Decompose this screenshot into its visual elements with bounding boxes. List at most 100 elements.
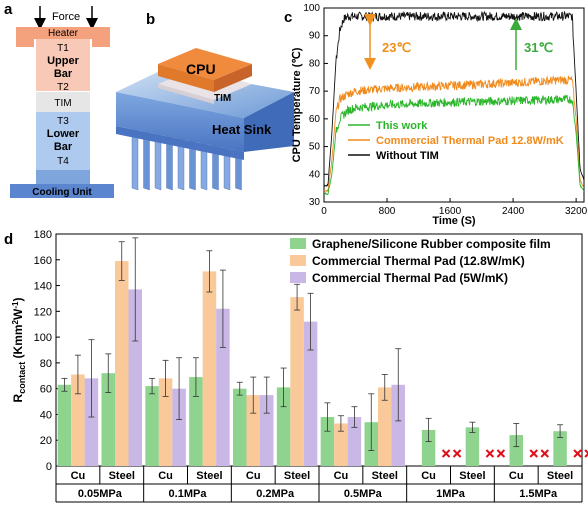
legend-swatch-d — [290, 272, 306, 283]
upper-bar-label-1: Upper — [47, 55, 80, 67]
bars-d — [57, 237, 588, 466]
legend-d: Graphene/Silicone Rubber composite film C… — [290, 237, 551, 285]
y-label-unit: (Kmm — [11, 324, 25, 361]
material-label: Steel — [459, 470, 485, 482]
bar-d — [246, 395, 260, 466]
bar-d — [378, 387, 392, 466]
x-tick-label-c: 3200 — [565, 206, 588, 217]
force-label: Force — [52, 11, 80, 23]
heater-lip-left — [16, 39, 34, 47]
heater-label: Heater — [48, 28, 79, 39]
y-label-sup1: 2 — [11, 319, 20, 324]
legend-label-c: This work — [376, 120, 428, 132]
heater-block — [16, 27, 110, 39]
cpu-front — [158, 64, 214, 92]
material-label: Steel — [109, 470, 135, 482]
axis-ticks-d: 0 20 40 60 80 100 120 140 160 180 — [34, 229, 60, 473]
cross-mark — [485, 449, 495, 458]
bar-d — [290, 297, 304, 466]
pressure-label: 1.5MPa — [519, 488, 558, 500]
cooling-unit — [10, 184, 114, 198]
legend-label-d: Commercial Thermal Pad (5W/mK) — [312, 271, 508, 285]
cpu-top — [158, 48, 252, 80]
y-label-sup2: -1 — [11, 301, 20, 309]
x-tick-label-c: 0 — [321, 206, 327, 217]
plot-frame-c — [323, 7, 585, 203]
bar-d — [71, 374, 85, 466]
cross-mark — [573, 449, 582, 458]
heat-sink-label: Heat Sink — [212, 122, 272, 137]
bar-d — [172, 388, 186, 466]
material-label: Cu — [71, 470, 86, 482]
x-tick-label-c: 2400 — [502, 206, 525, 217]
tim-label-b: TIM — [214, 93, 231, 104]
heat-sink-base — [116, 126, 244, 160]
y-tick-label-d: 100 — [34, 332, 52, 344]
annotation-23: 23℃ — [382, 40, 411, 55]
bar-d — [202, 271, 217, 466]
pressure-label: 1MPa — [436, 488, 466, 500]
y-axis-label-d: Rcontact (Kmm2W-1) — [11, 298, 27, 403]
legend-c: This work Commercial Thermal Pad 12.8W/mK… — [348, 120, 564, 162]
t1-label: T1 — [57, 43, 69, 54]
bar-d — [421, 429, 436, 466]
panel-d-label: d — [4, 231, 13, 248]
material-label: Cu — [246, 470, 261, 482]
legend-label-c: Without TIM — [376, 150, 439, 162]
bar-d — [216, 308, 230, 466]
pressure-label: 0.1MPa — [169, 488, 208, 500]
bar-d — [465, 427, 480, 466]
bar-d — [334, 423, 348, 466]
t3-label: T3 — [57, 116, 69, 127]
tim-pad-edge — [158, 84, 214, 104]
pressure-label: 0.2MPa — [256, 488, 295, 500]
y-label-sub: contact — [17, 362, 27, 394]
upper-bar-label-2: Bar — [54, 68, 73, 80]
panel-b: b Heat Sink TIM CPU — [116, 11, 294, 191]
annotation-31: 31℃ — [524, 40, 553, 55]
cross-mark — [529, 449, 538, 458]
bar-d — [303, 321, 318, 466]
legend-label-c: Commercial Thermal Pad 12.8W/mK — [376, 135, 564, 147]
cross-mark — [441, 449, 451, 458]
material-label: Cu — [158, 470, 173, 482]
cpu-label: CPU — [186, 61, 216, 77]
cross-mark — [540, 449, 549, 458]
cross-mark — [496, 449, 506, 458]
bar-d — [233, 388, 247, 466]
x-axis-label-c: Time (S) — [432, 215, 476, 227]
bar-d — [128, 289, 142, 466]
bar-d — [101, 373, 115, 466]
cross-mark — [452, 449, 462, 458]
bar-d — [115, 261, 129, 466]
cross-mark — [584, 449, 588, 455]
y-tick-label-c: 50 — [309, 142, 321, 153]
y-label-close: ) — [11, 298, 25, 302]
bar-d — [145, 386, 159, 466]
bar-d — [391, 384, 405, 466]
lower-bar-base — [36, 170, 90, 184]
tim-layer — [36, 92, 90, 112]
panel-b-label: b — [146, 11, 155, 28]
bar-d — [320, 417, 335, 466]
category-table: Cu Steel Cu Steel Cu Steel Cu Steel Cu Steel Cu Ste… — [55, 466, 583, 503]
cross-mark — [584, 452, 588, 458]
panel-d: d 0 20 40 60 80 100 120 140 160 180 Cu Steel Cu Stee… — [4, 229, 588, 503]
y-label-main: R — [11, 393, 25, 402]
y-tick-label-d: 60 — [40, 384, 52, 396]
material-label: Steel — [372, 470, 398, 482]
y-tick-label-d: 20 — [40, 435, 52, 447]
bar-d — [84, 378, 99, 466]
upper-bar — [36, 39, 90, 91]
y-tick-label-c: 60 — [309, 114, 321, 125]
cpu-side — [214, 64, 252, 92]
panel-c-label: c — [284, 9, 292, 26]
y-tick-label-d: 0 — [46, 461, 52, 473]
y-tick-label-d: 80 — [40, 358, 52, 370]
y-tick-label-c: 30 — [309, 197, 321, 208]
axis-ticks-c: 0 800 1600 2400 3200 30 40 50 60 70 80 90 100 — [303, 3, 587, 217]
bar-d — [276, 387, 291, 466]
y-tick-label-d: 140 — [34, 281, 52, 293]
y-tick-label-d: 120 — [34, 306, 52, 318]
